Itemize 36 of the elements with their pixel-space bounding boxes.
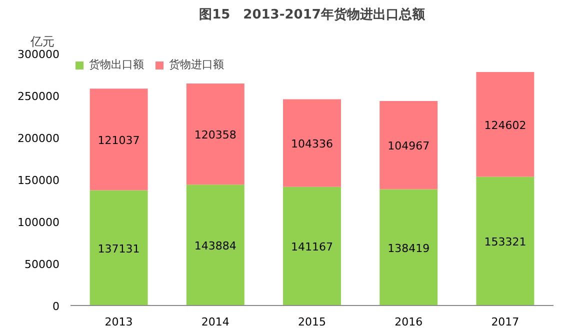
data-label: 153321 [484, 236, 526, 249]
bar [186, 184, 244, 306]
data-label: 120358 [194, 128, 236, 142]
x-tick-label: 2017 [491, 316, 520, 328]
data-label: 138419 [388, 242, 430, 255]
y-tick-label: 300000 [18, 48, 60, 61]
bar [476, 72, 534, 177]
chart-title: 图15 2013-2017年货物进出口总额 [199, 6, 426, 22]
bar [186, 84, 244, 185]
data-label: 137131 [98, 242, 140, 256]
y-tick-label: 50000 [24, 258, 60, 271]
data-label: 124602 [484, 118, 526, 132]
y-tick-label: 0 [52, 300, 60, 313]
y-axis-title: 亿元 [30, 34, 54, 48]
bar [283, 186, 341, 306]
data-label: 121037 [98, 134, 140, 147]
data-label: 141167 [291, 240, 334, 254]
legend-label: 货物出口额 [89, 57, 144, 72]
x-tick-label: 2016 [394, 316, 423, 328]
bar [90, 190, 148, 306]
bar [380, 189, 438, 306]
bar [476, 176, 534, 306]
x-tick-label: 2014 [201, 316, 230, 328]
data-label: 143884 [194, 240, 236, 253]
y-tick-label: 200000 [18, 132, 60, 145]
y-tick-label: 150000 [18, 174, 60, 187]
legend-label: 货物进口额 [169, 57, 224, 72]
bar [90, 88, 148, 190]
y-tick-label: 100000 [18, 216, 60, 229]
data-label: 104967 [388, 140, 430, 153]
x-tick-label: 2015 [298, 316, 326, 328]
data-label: 104336 [291, 138, 334, 151]
y-tick-label: 250000 [18, 90, 60, 103]
bar [283, 99, 341, 187]
bar [380, 101, 438, 190]
x-tick-label: 2013 [104, 316, 133, 328]
